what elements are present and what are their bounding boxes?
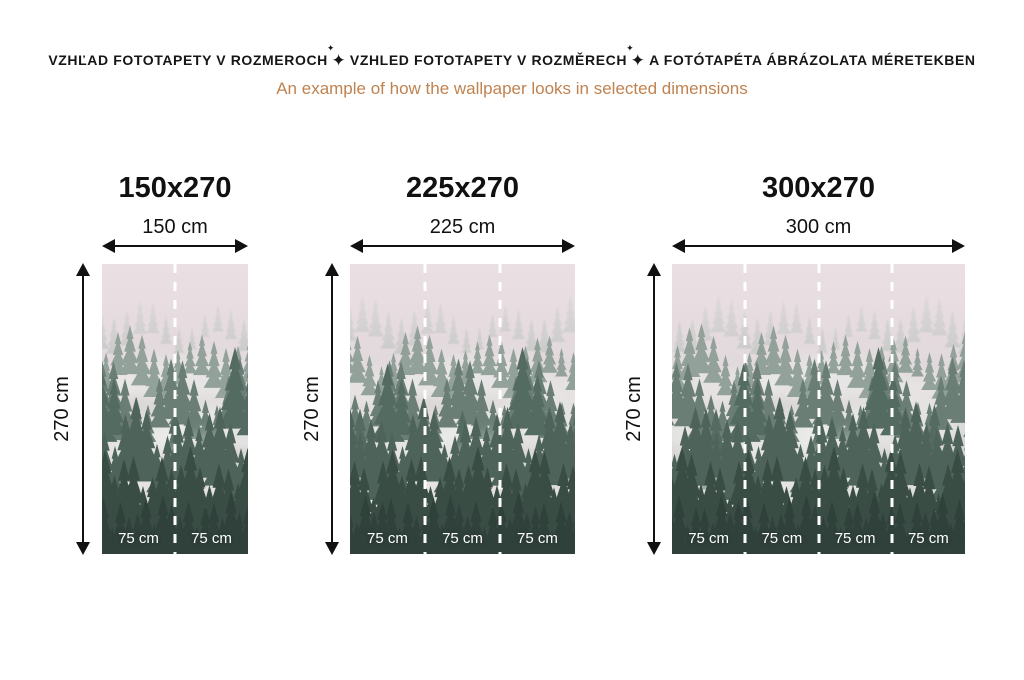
sparkle-icon: ✦ ✦: [626, 44, 646, 71]
panel-width-label: 75 cm: [118, 530, 159, 547]
panel-width-label: 75 cm: [517, 530, 558, 547]
seam-dashed-line: [817, 264, 820, 554]
panel-width-label: 75 cm: [688, 530, 730, 547]
subtitle: An example of how the wallpaper looks in…: [276, 79, 748, 98]
multilang-title: VZHĽAD FOTOTAPETY V ROZMEROCH ✦ ✦ VZHLED FO…: [0, 44, 1024, 71]
panel-width-label: 75 cm: [442, 530, 483, 547]
height-dimension-label: 270 cm: [51, 376, 73, 442]
height-arrow: [76, 263, 90, 555]
seam-dashed-line: [890, 264, 894, 554]
width-dimension-label: 150 cm: [142, 216, 208, 238]
width-dimension-label: 225 cm: [429, 216, 496, 238]
width-dimension-label: 300 cm: [785, 216, 852, 238]
height-dimension-label: 270 cm: [301, 376, 323, 442]
seam-dashed-line: [743, 264, 747, 554]
panel-title: 300x270: [762, 172, 875, 204]
wallpaper-image: 75 cm 75 cm 75 cm: [350, 264, 575, 554]
wallpaper-image: 75 cm 75 cm 75 cm 75 cm: [672, 264, 965, 554]
panel-width-label: 75 cm: [834, 530, 876, 547]
title-czech: VZHLED FOTOTAPETY V ROZMĚRECH: [349, 52, 628, 68]
title-slovak: VZHĽAD FOTOTAPETY V ROZMEROCH: [48, 52, 328, 68]
wallpaper-image: 75 cm 75 cm: [102, 264, 248, 554]
seam-dashed-line: [423, 264, 427, 554]
width-arrow: [672, 239, 965, 253]
width-arrow: [102, 239, 248, 253]
title-hungarian: A FOTÓTAPÉTA ÁBRÁZOLATA MÉRETEKBEN: [649, 52, 976, 68]
width-arrow: [350, 239, 575, 253]
seam-dashed-line: [498, 264, 502, 554]
panel-width-label: 75 cm: [907, 530, 949, 547]
panel-title: 225x270: [406, 172, 519, 204]
height-dimension-label: 270 cm: [623, 376, 645, 442]
height-arrow: [647, 263, 661, 555]
panel-width-label: 75 cm: [191, 530, 232, 547]
panel-width-label: 75 cm: [761, 530, 803, 547]
seam-dashed-line: [173, 264, 177, 554]
height-arrow: [325, 263, 339, 555]
sparkle-icon: ✦ ✦: [326, 44, 347, 71]
panel-title: 150x270: [118, 172, 232, 204]
panel-width-label: 75 cm: [367, 530, 408, 547]
